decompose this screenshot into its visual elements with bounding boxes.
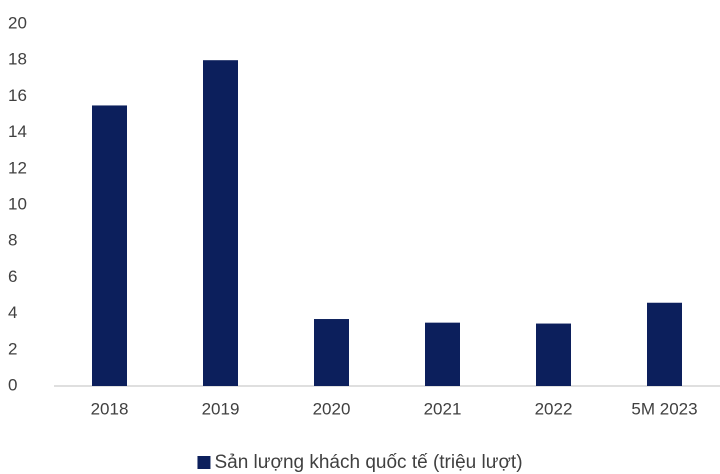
x-tick-label: 2022	[535, 399, 573, 418]
x-tick-label: 2020	[313, 399, 351, 418]
y-tick-label: 12	[8, 158, 27, 177]
y-tick-label: 18	[8, 50, 27, 69]
bar	[203, 60, 238, 386]
legend-swatch	[197, 456, 211, 469]
y-tick-label: 20	[8, 13, 27, 32]
y-tick-label: 4	[8, 303, 17, 322]
legend-item: Sản lượng khách quốc tế (triệu lượt)	[197, 452, 523, 473]
y-tick-label: 16	[8, 86, 27, 105]
bar	[425, 322, 460, 386]
x-tick-label: 5M 2023	[631, 399, 697, 418]
y-tick-label: 0	[8, 375, 17, 394]
bar	[92, 105, 127, 386]
x-tick-label: 2018	[91, 399, 129, 418]
x-tick-label: 2019	[202, 399, 240, 418]
bar	[314, 319, 349, 386]
x-tick-label: 2021	[424, 399, 462, 418]
y-tick-label: 10	[8, 194, 27, 213]
bar	[647, 302, 682, 386]
y-tick-label: 2	[8, 339, 17, 358]
bar	[536, 323, 571, 386]
y-tick-label: 6	[8, 267, 17, 286]
legend-label: Sản lượng khách quốc tế (triệu lượt)	[214, 452, 522, 473]
y-tick-label: 14	[8, 122, 27, 141]
y-tick-label: 8	[8, 231, 17, 250]
